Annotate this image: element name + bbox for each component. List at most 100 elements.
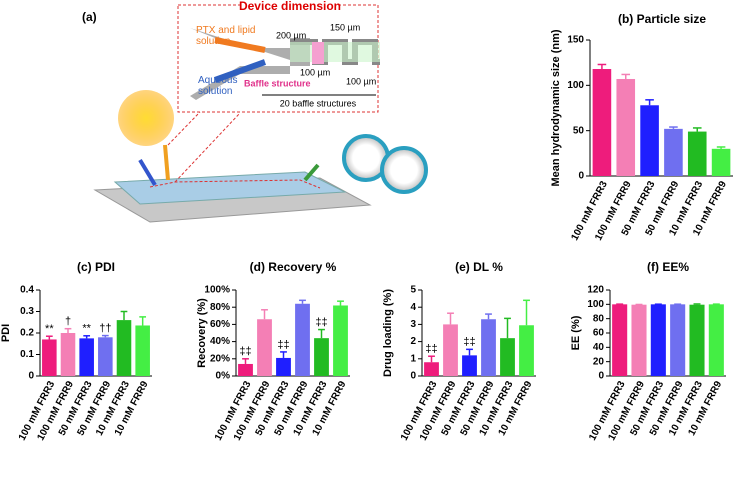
mixing-zone — [290, 42, 380, 62]
baffle-count: 20 baffle structures — [280, 98, 357, 108]
bar — [276, 357, 291, 376]
bar — [443, 324, 458, 376]
y-tick-label: 0 — [578, 171, 584, 182]
y-tick-label: 0.1 — [20, 349, 34, 360]
significance-marker: ‡‡ — [463, 336, 475, 348]
bar — [42, 339, 57, 376]
dimension: 200 µm — [276, 30, 306, 40]
bar — [616, 78, 636, 176]
significance-marker: ‡‡ — [425, 343, 437, 355]
significance-marker: ** — [82, 323, 91, 335]
bar — [670, 304, 686, 376]
y-tick-label: 4 — [410, 302, 416, 313]
y-tick-label: 100 — [567, 80, 584, 91]
bar — [687, 131, 707, 176]
significance-marker: ‡‡ — [239, 346, 251, 358]
y-tick-label: 80% — [210, 302, 230, 313]
chip — [113, 171, 347, 205]
flow-arrow — [214, 37, 266, 53]
significance-marker: ** — [45, 323, 54, 335]
y-axis-label: EE (%) — [570, 315, 582, 350]
baffle-label: Baffle structure — [244, 78, 311, 88]
title-bg — [240, 0, 340, 12]
bar — [592, 69, 612, 176]
y-tick-label: 80 — [593, 313, 605, 324]
baffle-highlight — [312, 42, 324, 64]
y-axis-label: Mean hydrodynamic size (nm) — [550, 29, 562, 186]
y-axis-label: PDI — [0, 324, 12, 342]
dimension: 150 µm — [330, 22, 360, 32]
y-tick-label: 0.2 — [20, 328, 34, 339]
inlet-arrow — [138, 158, 157, 187]
y-tick-label: 0 — [28, 371, 34, 382]
chart-title: (c) PDI — [77, 260, 115, 274]
bar — [650, 304, 666, 376]
bar — [708, 304, 724, 376]
y-tick-label: 1 — [410, 353, 416, 364]
channel-top — [190, 28, 310, 100]
liposome — [380, 146, 428, 194]
y-axis-label: Recovery (%) — [196, 298, 208, 368]
bar — [79, 338, 94, 376]
dimension: 100 µm — [346, 76, 376, 86]
y-tick-label: 0.4 — [20, 285, 34, 296]
bar — [60, 333, 76, 376]
chart-title: (d) Recovery % — [250, 260, 337, 274]
bar-chart: (b) Particle size Mean hydrodynamic size … — [550, 12, 733, 243]
flow-arrow — [213, 59, 267, 83]
outlet-arrow — [303, 163, 320, 182]
inlet-label: PTX and lipid solution — [196, 25, 255, 47]
inlet-arrow — [163, 144, 170, 181]
chart-title: (e) DL % — [455, 260, 503, 274]
y-tick-label: 50 — [573, 125, 585, 136]
bar — [238, 363, 253, 376]
inlet-label-line: solution — [196, 36, 230, 47]
bar — [500, 338, 515, 376]
bar — [711, 148, 731, 176]
drug-icon — [118, 90, 174, 146]
bar — [333, 305, 348, 376]
bar — [519, 325, 534, 376]
inlet-label-line: Aqueous — [198, 75, 237, 86]
panel-label: (a) — [82, 10, 97, 24]
bar — [424, 362, 439, 376]
significance-marker: ‡‡ — [315, 316, 327, 328]
y-tick-label: 3 — [410, 319, 416, 330]
bar — [314, 338, 329, 376]
inlet-label-line: solution — [198, 86, 232, 97]
y-tick-label: 40 — [593, 342, 605, 353]
y-tick-label: 0.3 — [20, 306, 34, 317]
y-tick-label: 0% — [216, 371, 231, 382]
bar — [612, 304, 628, 376]
chart-title: (b) Particle size — [618, 12, 706, 26]
dimension: 100 µm — [300, 67, 330, 77]
channel — [149, 179, 321, 189]
y-tick-label: 20% — [210, 353, 230, 364]
bar — [116, 320, 132, 376]
y-tick-label: 100% — [204, 285, 230, 296]
bar — [640, 105, 659, 176]
significance-marker: † — [65, 316, 71, 328]
bar — [689, 304, 705, 376]
inlet-label-line: PTX and lipid — [196, 25, 255, 36]
y-tick-label: 0 — [410, 371, 416, 382]
bar — [295, 303, 310, 376]
y-tick-label: 0 — [598, 371, 604, 382]
bar — [257, 319, 272, 376]
inlet-label: Aqueous solution — [198, 75, 237, 97]
bar — [462, 355, 477, 376]
bar — [631, 304, 647, 376]
bar — [481, 319, 496, 376]
y-tick-label: 2 — [410, 336, 416, 347]
zoom-title: Device dimension — [239, 0, 341, 13]
zoom-line — [167, 111, 201, 146]
chart-title: (f) EE% — [647, 260, 689, 274]
significance-marker: †† — [99, 322, 111, 334]
y-tick-label: 20 — [593, 356, 605, 367]
y-axis-label: Drug loading (%) — [382, 289, 394, 377]
y-tick-label: 5 — [410, 285, 416, 296]
y-tick-label: 150 — [567, 35, 584, 46]
